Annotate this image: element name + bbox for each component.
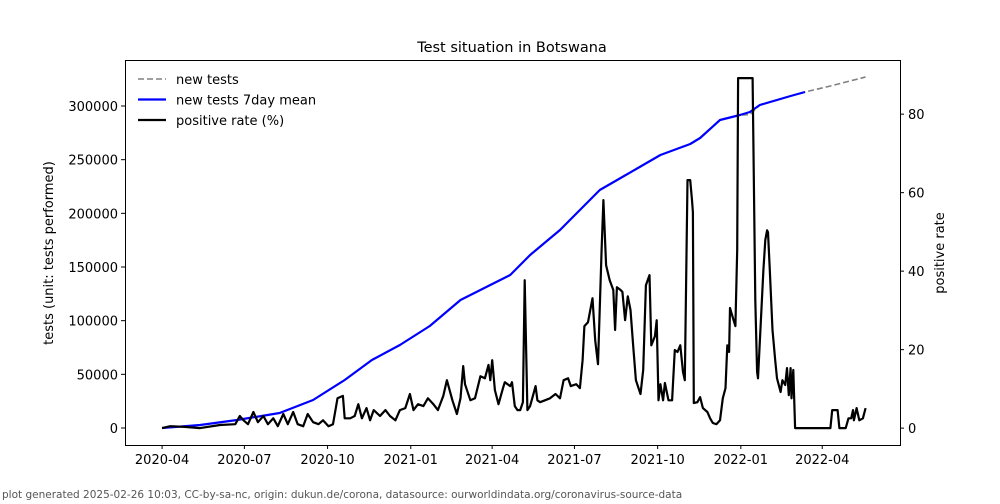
x-tick-label: 2021-01	[384, 453, 438, 468]
y-tick-label: 0	[110, 422, 118, 437]
plot-area	[161, 76, 867, 430]
legend-label: positive rate (%)	[176, 114, 284, 129]
series-line-new-tests-7day-mean	[162, 90, 806, 430]
y-tick-label: 100000	[68, 315, 118, 330]
legend-label: new tests 7day mean	[176, 94, 316, 109]
x-tick-label: 2021-10	[630, 453, 684, 468]
x-tick-label: 2020-04	[135, 453, 189, 468]
y-tick-label: 300000	[68, 100, 118, 115]
x-tick-label: 2020-07	[217, 453, 271, 468]
x-tick-label: 2022-04	[795, 453, 849, 468]
series-line-positive-rate	[161, 77, 867, 430]
y-axis-label-right: positive rate	[933, 212, 948, 294]
legend-label: new tests	[176, 73, 239, 88]
y-axis-left: 0 50000 100000 150000 200000 250000 300000	[68, 100, 125, 437]
footer-note: plot generated 2025-02-26 10:03, CC-by-s…	[2, 489, 682, 500]
y-right-tick-label: 40	[908, 265, 925, 280]
y-tick-label: 200000	[68, 207, 118, 222]
y-right-tick-label: 60	[908, 187, 925, 202]
x-tick-label: 2020-10	[300, 453, 354, 468]
y-axis-right: 0 20 40 60 80	[900, 108, 925, 437]
y-tick-label: 50000	[77, 368, 118, 383]
series-line-new-tests	[162, 76, 866, 429]
legend: new tests new tests 7day mean positive rat…	[138, 73, 316, 129]
y-right-tick-label: 80	[908, 108, 925, 123]
axes-frame	[125, 60, 901, 446]
y-tick-label: 150000	[68, 261, 118, 276]
y-right-tick-label: 20	[908, 344, 925, 359]
x-axis: 2020-04 2020-07 2020-10 2021-01 2021-04 2021-…	[135, 445, 849, 468]
chart-title: Test situation in Botswana	[416, 40, 607, 56]
y-tick-label: 250000	[68, 154, 118, 169]
y-right-tick-label: 0	[908, 422, 916, 437]
y-axis-label-left: tests (unit: tests performed)	[42, 161, 57, 345]
x-tick-label: 2022-01	[714, 453, 768, 468]
x-tick-label: 2021-04	[465, 453, 519, 468]
x-tick-label: 2021-07	[547, 453, 601, 468]
